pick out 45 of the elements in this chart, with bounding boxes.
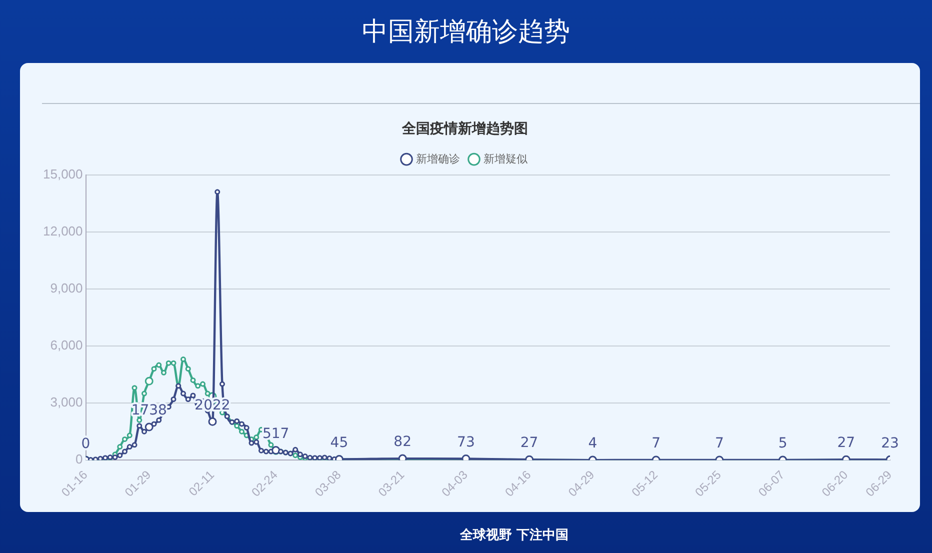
- text: 全球视野 下注中国: [460, 526, 569, 544]
- point: [126, 444, 132, 450]
- data-label: 7: [652, 436, 660, 452]
- y-tick-label: 15,000: [42, 166, 83, 182]
- point: [254, 439, 260, 445]
- point: [156, 417, 162, 423]
- data-label: 82: [394, 434, 412, 450]
- point: [117, 452, 123, 458]
- point: [142, 428, 147, 434]
- legend-label: 新增疑似: [484, 152, 528, 166]
- y-tick-label: 6,000: [50, 338, 83, 353]
- data-label: 27: [520, 435, 538, 452]
- data-label: 4: [588, 436, 598, 452]
- point: [248, 440, 254, 446]
- data-label: 73: [457, 434, 475, 450]
- data-label: 27: [837, 435, 856, 452]
- y-tick-label: 9,000: [50, 280, 83, 296]
- point: [112, 454, 118, 460]
- data-label: 45: [330, 434, 348, 451]
- point: [136, 423, 142, 429]
- point: [292, 446, 298, 452]
- point: [258, 448, 264, 454]
- chart-subtitle: 全国疫情新增趋势图: [401, 120, 528, 138]
- y-tick-label: 3,000: [50, 394, 83, 410]
- point: [180, 390, 186, 396]
- point: [190, 392, 196, 398]
- point: [170, 396, 176, 402]
- data-label: 23: [881, 435, 899, 452]
- y-tick-label: 0: [76, 452, 83, 467]
- point: [244, 425, 250, 431]
- point: [132, 442, 138, 448]
- point: [297, 452, 303, 458]
- point: [219, 381, 225, 387]
- legend-label: 新增确诊: [416, 152, 460, 166]
- point: [122, 448, 128, 454]
- data-label: 7: [714, 436, 724, 452]
- point: [234, 418, 240, 424]
- chart-title: 中国新增确诊趋势: [361, 16, 571, 49]
- y-tick-label: 12,000: [42, 223, 83, 238]
- point: [263, 448, 269, 454]
- point: [238, 421, 244, 427]
- point: [151, 421, 157, 427]
- data-label: 5: [778, 436, 788, 452]
- point: [214, 189, 220, 195]
- point: [185, 396, 191, 402]
